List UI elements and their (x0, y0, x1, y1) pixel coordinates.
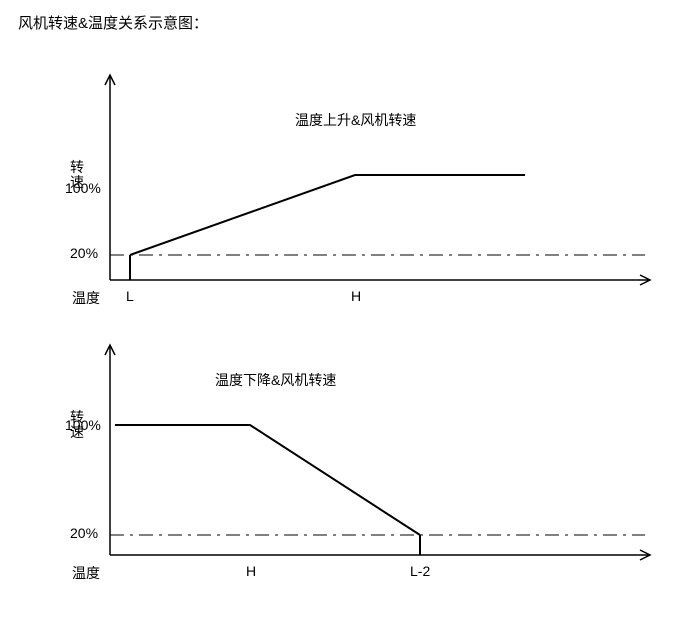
chart2-y-tick-20: 20% (70, 525, 98, 541)
chart1-svg (55, 70, 655, 300)
page-root: 风机转速&温度关系示意图： 温度上升&风机转速 转速 温度 100% 20% L… (0, 0, 689, 618)
chart1-y-tick-20: 20% (70, 245, 98, 261)
chart2-x-axis-label: 温度 (72, 563, 100, 583)
chart2-x-tick-L2: L-2 (410, 563, 430, 579)
chart1-x-tick-H: H (351, 288, 361, 304)
chart-temp-rising: 温度上升&风机转速 转速 温度 100% 20% L H (55, 70, 655, 300)
page-title: 风机转速&温度关系示意图： (18, 12, 208, 33)
chart1-x-tick-L: L (126, 288, 134, 304)
chart1-x-axis-label: 温度 (72, 288, 100, 308)
chart1-y-tick-100: 100% (65, 180, 101, 196)
chart1-caption: 温度上升&风机转速 (295, 110, 416, 130)
chart2-caption: 温度下降&风机转速 (215, 370, 336, 390)
chart2-y-tick-100: 100% (65, 417, 101, 433)
chart-temp-falling: 温度下降&风机转速 转速 温度 100% 20% H L-2 (55, 340, 655, 580)
chart2-x-tick-H: H (246, 563, 256, 579)
chart2-svg (55, 340, 655, 580)
